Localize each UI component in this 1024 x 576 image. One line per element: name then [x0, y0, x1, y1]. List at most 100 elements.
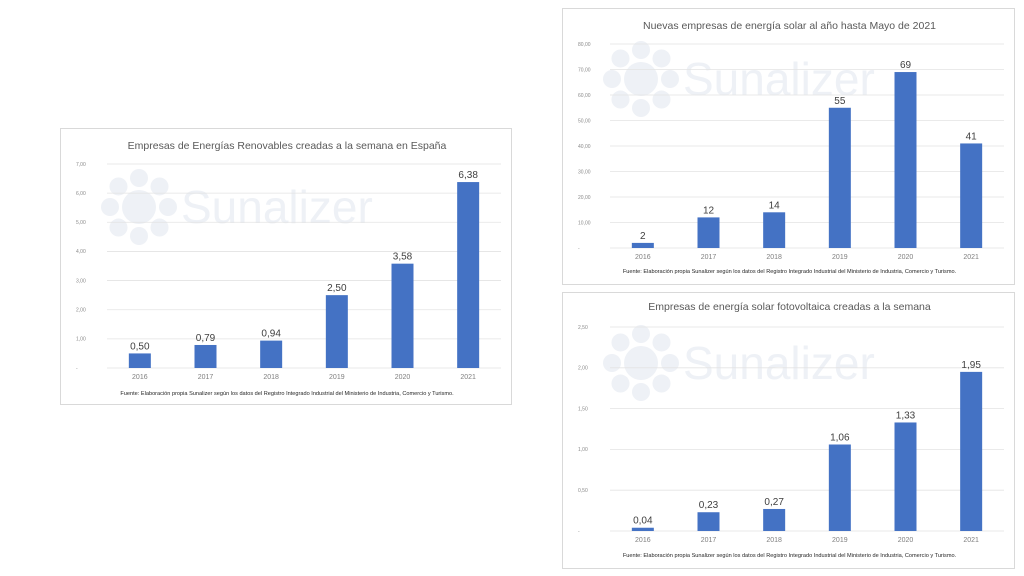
watermark-sun-ray — [109, 218, 128, 237]
bar — [631, 242, 654, 248]
y-tick-label: 1,50 — [578, 406, 588, 412]
source-note: Fuente: Elaboración propia Sunalizer seg… — [120, 391, 454, 397]
chart-title: Empresas de energía solar fotovoltaica c… — [648, 301, 931, 313]
watermark-text: Sunalizer — [683, 53, 875, 105]
watermark-sun-ray — [150, 218, 169, 237]
watermark-sun-ray — [611, 90, 630, 109]
source-note: Fuente: Elaboración propia Sunalizer seg… — [623, 553, 957, 559]
data-label: 55 — [834, 96, 846, 107]
y-tick-label: 0,50 — [578, 488, 588, 494]
y-tick-label: 7,00 — [76, 162, 86, 168]
bar — [894, 72, 917, 248]
x-tick-label: 2018 — [263, 374, 279, 381]
y-tick-label: 10,00 — [578, 220, 591, 226]
data-label: 0,23 — [699, 500, 719, 511]
bar — [894, 422, 917, 531]
watermark-sun-ray — [632, 99, 650, 117]
data-label: 14 — [769, 200, 781, 211]
data-label: 2 — [640, 231, 646, 242]
watermark-sun-ray — [603, 70, 621, 88]
bar — [457, 182, 480, 368]
bar — [960, 371, 983, 531]
watermark-sun-icon — [624, 62, 658, 96]
watermark-sun-ray — [661, 354, 679, 372]
y-tick-label: 6,00 — [76, 191, 86, 197]
watermark-sun-ray — [652, 90, 671, 109]
chart-panel-fotovoltaica-semana: Sunalizer Empresas de energía solar fotov… — [562, 292, 1015, 569]
x-tick-label: 2020 — [898, 537, 914, 544]
data-label: 0,50 — [130, 341, 150, 352]
watermark-sun-ray — [611, 374, 630, 393]
data-label: 41 — [966, 131, 978, 142]
watermark-sun-ray — [652, 333, 671, 352]
chart-solar-anual: Sunalizer Nuevas empresas de energía sola… — [578, 20, 1004, 275]
x-tick-label: 2019 — [832, 254, 848, 261]
watermark-sun-ray — [109, 177, 128, 196]
watermark-sun-icon — [624, 346, 658, 380]
watermark-sun-ray — [603, 354, 621, 372]
y-tick-label: 5,00 — [76, 220, 86, 226]
x-tick-label: 2016 — [635, 537, 651, 544]
watermark-text: Sunalizer — [181, 181, 373, 233]
bar — [260, 340, 283, 368]
chart-fotovoltaica-semana: Sunalizer Empresas de energía solar fotov… — [578, 301, 1004, 559]
watermark-sun-ray — [150, 177, 169, 196]
watermark-sun-ray — [661, 70, 679, 88]
watermark-sun-ray — [130, 227, 148, 245]
data-label: 69 — [900, 60, 912, 71]
watermark-sun-ray — [159, 198, 177, 216]
bar — [697, 512, 720, 531]
chart-panel-renovables-semana: Sunalizer Empresas de Energías Renovables… — [60, 128, 512, 405]
watermark: Sunalizer — [603, 325, 875, 401]
watermark-sun-ray — [130, 169, 148, 187]
x-tick-label: 2021 — [963, 254, 979, 261]
x-tick-label: 2016 — [635, 254, 651, 261]
watermark-sun-ray — [101, 198, 119, 216]
y-tick-label: 2,00 — [578, 366, 588, 372]
watermark-sun-ray — [611, 333, 630, 352]
x-tick-label: 2018 — [766, 537, 782, 544]
y-tick-label: 70,00 — [578, 67, 591, 73]
bar — [631, 527, 654, 531]
bar — [828, 107, 851, 248]
y-tick-label: 60,00 — [578, 93, 591, 99]
chart-title: Nuevas empresas de energía solar al año … — [643, 20, 936, 32]
x-tick-label: 2019 — [329, 374, 345, 381]
bar — [697, 217, 720, 248]
bar — [325, 295, 348, 368]
y-tick-label: 4,00 — [76, 249, 86, 255]
chart-title: Empresas de Energías Renovables creadas … — [128, 140, 447, 152]
bar — [194, 344, 217, 368]
x-tick-label: 2019 — [832, 537, 848, 544]
bar — [128, 353, 151, 368]
y-tick-label: 1,00 — [578, 447, 588, 453]
watermark-sun-icon — [122, 190, 156, 224]
data-label: 6,38 — [458, 170, 478, 181]
watermark-text: Sunalizer — [683, 337, 875, 389]
x-tick-label: 2018 — [766, 254, 782, 261]
watermark-sun-ray — [611, 49, 630, 68]
data-label: 2,50 — [327, 283, 347, 294]
data-label: 0,27 — [764, 497, 784, 508]
watermark-sun-ray — [632, 41, 650, 59]
watermark: Sunalizer — [101, 169, 373, 245]
x-tick-label: 2020 — [395, 374, 411, 381]
y-tick-label: 80,00 — [578, 42, 591, 48]
data-label: 0,79 — [196, 333, 216, 344]
data-label: 0,04 — [633, 516, 653, 527]
data-label: 12 — [703, 205, 715, 216]
x-tick-label: 2021 — [963, 537, 979, 544]
y-tick-label: 1,00 — [76, 337, 86, 343]
chart-renovables-semana: Sunalizer Empresas de Energías Renovables… — [76, 140, 501, 397]
y-tick-label: 50,00 — [578, 118, 591, 124]
bar — [828, 444, 851, 531]
watermark-sun-ray — [652, 49, 671, 68]
y-tick-label: - — [578, 529, 580, 535]
y-tick-label: 2,00 — [76, 308, 86, 314]
data-label: 1,95 — [961, 360, 981, 371]
data-label: 1,33 — [896, 410, 916, 421]
watermark-sun-ray — [632, 325, 650, 343]
x-tick-label: 2017 — [701, 254, 717, 261]
bar — [960, 143, 983, 248]
x-tick-label: 2021 — [460, 374, 476, 381]
